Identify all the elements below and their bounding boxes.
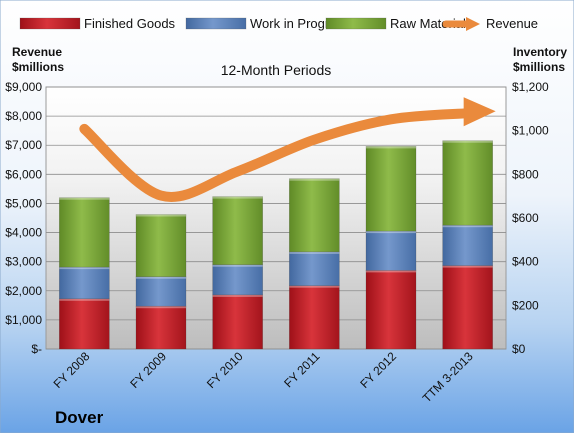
bar-highlight bbox=[136, 306, 186, 309]
gridlines bbox=[46, 86, 506, 350]
bar-finished-goods bbox=[289, 285, 340, 350]
right-tick-label: $200 bbox=[512, 298, 539, 312]
bar-highlight bbox=[289, 178, 340, 181]
right-tick-label: $600 bbox=[512, 211, 539, 225]
plot-area bbox=[45, 86, 507, 350]
chart-title: 12-Month Periods bbox=[221, 62, 332, 78]
right-axis-ticks: $0 $200 $400 $600 $800 $1,000 $1,200 bbox=[512, 80, 549, 356]
legend-item-work-in-progress: Work in Progress bbox=[185, 16, 350, 31]
bar-highlight bbox=[212, 264, 263, 267]
bar-finished-goods bbox=[59, 298, 110, 350]
left-tick-label: $5,000 bbox=[5, 196, 42, 210]
bar-finished-goods bbox=[135, 305, 187, 350]
revenue-line bbox=[79, 108, 473, 202]
left-tick-label: $2,000 bbox=[5, 284, 42, 298]
bar-highlight bbox=[212, 294, 263, 297]
left-tick-label: $1,000 bbox=[5, 313, 42, 327]
bar-highlight bbox=[136, 214, 186, 217]
bar-highlight bbox=[212, 196, 263, 199]
bar-work-in-progress bbox=[289, 251, 340, 286]
bar-highlight bbox=[59, 267, 110, 270]
bar-finished-goods bbox=[212, 294, 263, 350]
legend-arrowhead bbox=[466, 17, 480, 31]
bar-raw-materials bbox=[442, 140, 493, 226]
right-tick-label: $800 bbox=[512, 167, 539, 181]
bar-highlight bbox=[442, 265, 493, 268]
bar-raw-materials bbox=[289, 178, 340, 253]
bar-highlight bbox=[59, 298, 110, 301]
right-tick-label: $1,200 bbox=[512, 80, 549, 94]
bar-highlight bbox=[59, 197, 110, 200]
left-tick-label: $7,000 bbox=[5, 138, 42, 152]
legend-swatch bbox=[185, 17, 247, 30]
bar-highlight bbox=[366, 146, 416, 149]
bar-highlight bbox=[289, 285, 340, 288]
bar-highlight bbox=[442, 140, 493, 143]
left-tick-label: $4,000 bbox=[5, 226, 42, 240]
right-tick-label: $400 bbox=[512, 255, 539, 269]
bars bbox=[59, 140, 493, 350]
left-tick-label: $9,000 bbox=[5, 80, 42, 94]
right-axis-title-line2: $millions bbox=[513, 60, 565, 74]
bar-raw-materials bbox=[59, 197, 110, 268]
legend-swatch bbox=[325, 17, 387, 30]
revenue-line-group bbox=[79, 97, 496, 202]
legend: Finished Goods Work in Progress Raw Materi… bbox=[19, 16, 538, 31]
bar-work-in-progress bbox=[442, 224, 493, 266]
legend-label: Finished Goods bbox=[84, 16, 176, 31]
revenue-arrowhead bbox=[463, 97, 496, 127]
bar-work-in-progress bbox=[59, 266, 110, 300]
bar-highlight bbox=[136, 276, 186, 279]
legend-label: Work in Progress bbox=[250, 16, 350, 31]
left-tick-label: $- bbox=[31, 342, 42, 356]
right-tick-label: $1,000 bbox=[512, 124, 549, 138]
bar-highlight bbox=[289, 251, 340, 254]
left-axis-ticks: $- $1,000 $2,000 $3,000 $4,000 $5,000 $6,000 $7… bbox=[5, 80, 42, 356]
left-axis-title-line1: Revenue bbox=[12, 45, 62, 59]
left-tick-label: $3,000 bbox=[5, 255, 42, 269]
bar-raw-materials bbox=[212, 196, 263, 266]
right-axis-title-line1: Inventory bbox=[513, 45, 567, 59]
bar-highlight bbox=[366, 270, 416, 273]
right-tick-label: $0 bbox=[512, 342, 526, 356]
bar-raw-materials bbox=[135, 214, 187, 278]
bar-work-in-progress bbox=[212, 264, 263, 296]
bar-finished-goods bbox=[442, 265, 493, 350]
company-name: Dover bbox=[55, 408, 104, 427]
bar-finished-goods bbox=[365, 270, 417, 350]
bar-highlight bbox=[366, 231, 416, 234]
bar-highlight bbox=[442, 225, 493, 228]
bar-work-in-progress bbox=[135, 276, 187, 307]
legend-item-revenue: Revenue bbox=[442, 16, 538, 31]
left-tick-label: $6,000 bbox=[5, 167, 42, 181]
left-axis-title-line2: $millions bbox=[12, 60, 64, 74]
legend-swatch bbox=[19, 17, 81, 30]
bar-raw-materials bbox=[365, 146, 417, 232]
left-tick-label: $8,000 bbox=[5, 109, 42, 123]
bar-work-in-progress bbox=[365, 230, 417, 271]
legend-label: Revenue bbox=[486, 16, 538, 31]
legend-item-finished-goods: Finished Goods bbox=[19, 16, 176, 31]
